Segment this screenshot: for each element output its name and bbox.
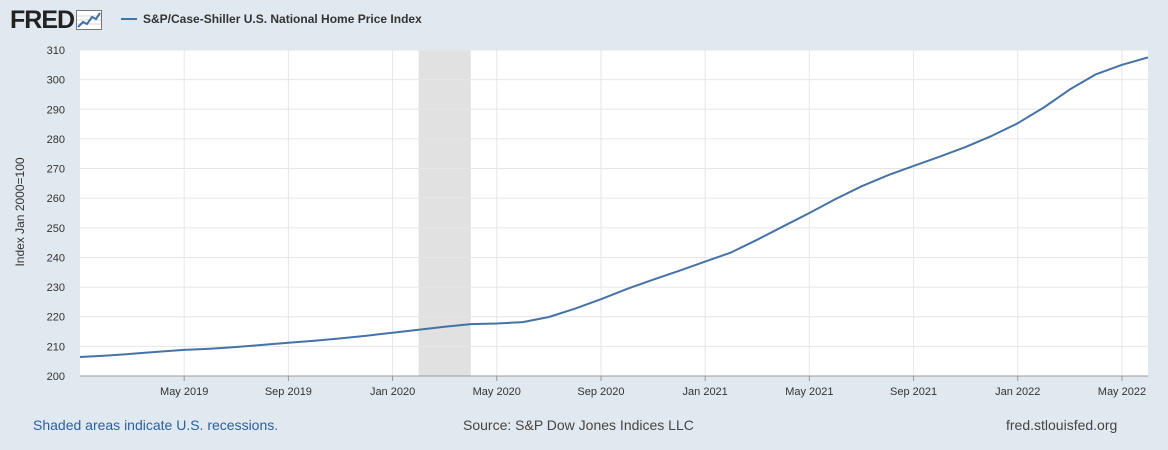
x-tick-label: Sep 2020 (577, 386, 624, 398)
y-tick-label: 270 (47, 164, 65, 176)
source-text: Source: S&P Dow Jones Indices LLC (463, 417, 694, 433)
y-tick-label: 210 (47, 341, 65, 353)
x-tick-label: May 2022 (1098, 386, 1146, 398)
y-axis-label: Index Jan 2000=100 (13, 157, 27, 267)
x-tick-label: May 2019 (160, 386, 208, 398)
x-tick-label: Jan 2022 (995, 386, 1040, 398)
x-tick-label: May 2020 (473, 386, 521, 398)
x-tick-label: Sep 2019 (265, 386, 312, 398)
series-layer (79, 56, 1149, 358)
y-tick-label: 240 (47, 252, 65, 264)
x-tick-label: May 2021 (785, 386, 833, 398)
y-tick-label: 220 (47, 312, 65, 324)
grid-layer (80, 49, 1148, 377)
recession-layer (418, 50, 471, 376)
y-tick-label: 310 (47, 45, 65, 57)
recession-band (418, 50, 471, 376)
y-tick-label: 200 (47, 371, 65, 383)
chart-legend[interactable]: S&P/Case-Shiller U.S. National Home Pric… (121, 12, 422, 26)
recession-note: Shaded areas indicate U.S. recessions. (33, 417, 279, 433)
y-tick-label: 230 (47, 282, 65, 294)
y-tick-label: 250 (47, 223, 65, 235)
legend-series-label: S&P/Case-Shiller U.S. National Home Pric… (143, 12, 422, 26)
y-tick-label: 260 (47, 193, 65, 205)
y-tick-label: 300 (47, 75, 65, 87)
fred-site-link[interactable]: fred.stlouisfed.org (1006, 417, 1118, 433)
x-tick-label: Sep 2021 (890, 386, 937, 398)
x-tick-label: Jan 2021 (683, 386, 728, 398)
legend-line-swatch (121, 18, 137, 20)
chart-header: FRED S&P/Case-Shiller U.S. National Home… (0, 0, 1168, 40)
y-axis-ticks: 200 210 220 230 240 250 260 270 280 290 300 310 (47, 45, 65, 383)
series-line (79, 56, 1149, 358)
y-tick-label: 290 (47, 104, 65, 116)
chart-logo-icon (76, 10, 103, 30)
y-tick-label: 280 (47, 134, 65, 146)
plot-area (80, 50, 1148, 376)
fred-logo-text: FRED (10, 6, 75, 34)
x-tick-label: Jan 2020 (370, 386, 415, 398)
fred-logo[interactable]: FRED (10, 6, 103, 34)
x-axis-ticks: May 2019 Sep 2019 Jan 2020 May 2020 Sep 2020… (160, 376, 1146, 398)
